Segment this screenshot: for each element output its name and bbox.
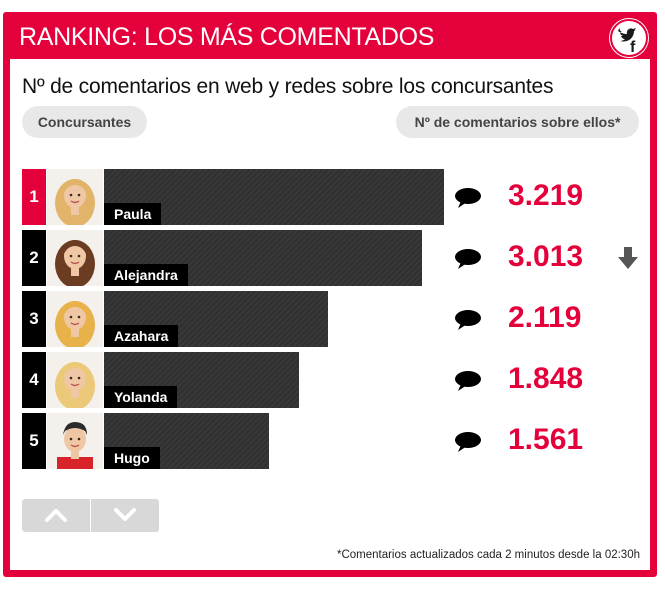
comment-count: 1.848	[508, 362, 584, 395]
comment-bubble-icon	[455, 432, 481, 452]
ranking-widget: RANKING: LOS MÁS COMENTADOS f Nº de come…	[3, 12, 657, 577]
ranking-row: 4 Yolanda 1.848	[22, 352, 642, 408]
comment-count: 3.013	[508, 240, 584, 273]
svg-text:f: f	[630, 39, 636, 55]
ranking-row: 2 Alejandra 3.013	[22, 230, 642, 286]
comment-count: 1.561	[508, 423, 584, 456]
comment-bubble-icon	[455, 188, 481, 208]
arrow-down-icon	[618, 247, 638, 269]
contestant-avatar	[47, 230, 103, 286]
ranking-nav	[22, 499, 159, 532]
comment-bubble-icon	[455, 310, 481, 330]
contestant-avatar	[47, 169, 103, 225]
comment-count: 2.119	[508, 301, 582, 334]
contestant-name: Hugo	[104, 447, 160, 469]
ranking-panel: Nº de comentarios en web y redes sobre l…	[10, 59, 650, 570]
contestant-name: Paula	[104, 203, 162, 225]
avatar-illustration	[47, 230, 103, 286]
comment-count: 3.219	[508, 179, 584, 212]
ranking-row: 1 Paula 3.219	[22, 169, 642, 225]
scroll-up-button[interactable]	[22, 499, 90, 532]
scroll-down-button[interactable]	[91, 499, 159, 532]
chevron-up-icon	[45, 509, 67, 522]
rank-number: 2	[22, 230, 46, 286]
nav-divider	[90, 499, 91, 532]
update-footnote: *Comentarios actualizados cada 2 minutos…	[336, 549, 640, 561]
column-header-comments: Nº de comentarios sobre ellos*	[396, 106, 639, 138]
contestant-avatar	[47, 352, 103, 408]
contestant-avatar	[47, 413, 103, 469]
rank-number: 4	[22, 352, 46, 408]
ranking-subtitle: Nº de comentarios en web y redes sobre l…	[22, 75, 554, 98]
column-header-contestants: Concursantes	[22, 106, 147, 138]
rank-number: 5	[22, 413, 46, 469]
avatar-illustration	[47, 352, 103, 408]
ranking-row: 5 Hugo 1.561	[22, 413, 642, 469]
widget-title: RANKING: LOS MÁS COMENTADOS	[19, 23, 435, 51]
avatar-illustration	[47, 291, 103, 347]
avatar-illustration	[47, 413, 103, 469]
rank-number: 1	[22, 169, 46, 225]
ranking-row: 3 Azahara 2.119	[22, 291, 642, 347]
contestant-avatar	[47, 291, 103, 347]
comment-bubble-icon	[455, 371, 481, 391]
chevron-down-icon	[114, 508, 136, 521]
twitter-facebook-icon[interactable]: f	[610, 19, 648, 57]
comment-bubble-icon	[455, 249, 481, 269]
avatar-illustration	[47, 169, 103, 225]
contestant-name: Alejandra	[104, 264, 188, 286]
contestant-name: Yolanda	[104, 386, 178, 408]
rank-number: 3	[22, 291, 46, 347]
contestant-name: Azahara	[104, 325, 179, 347]
